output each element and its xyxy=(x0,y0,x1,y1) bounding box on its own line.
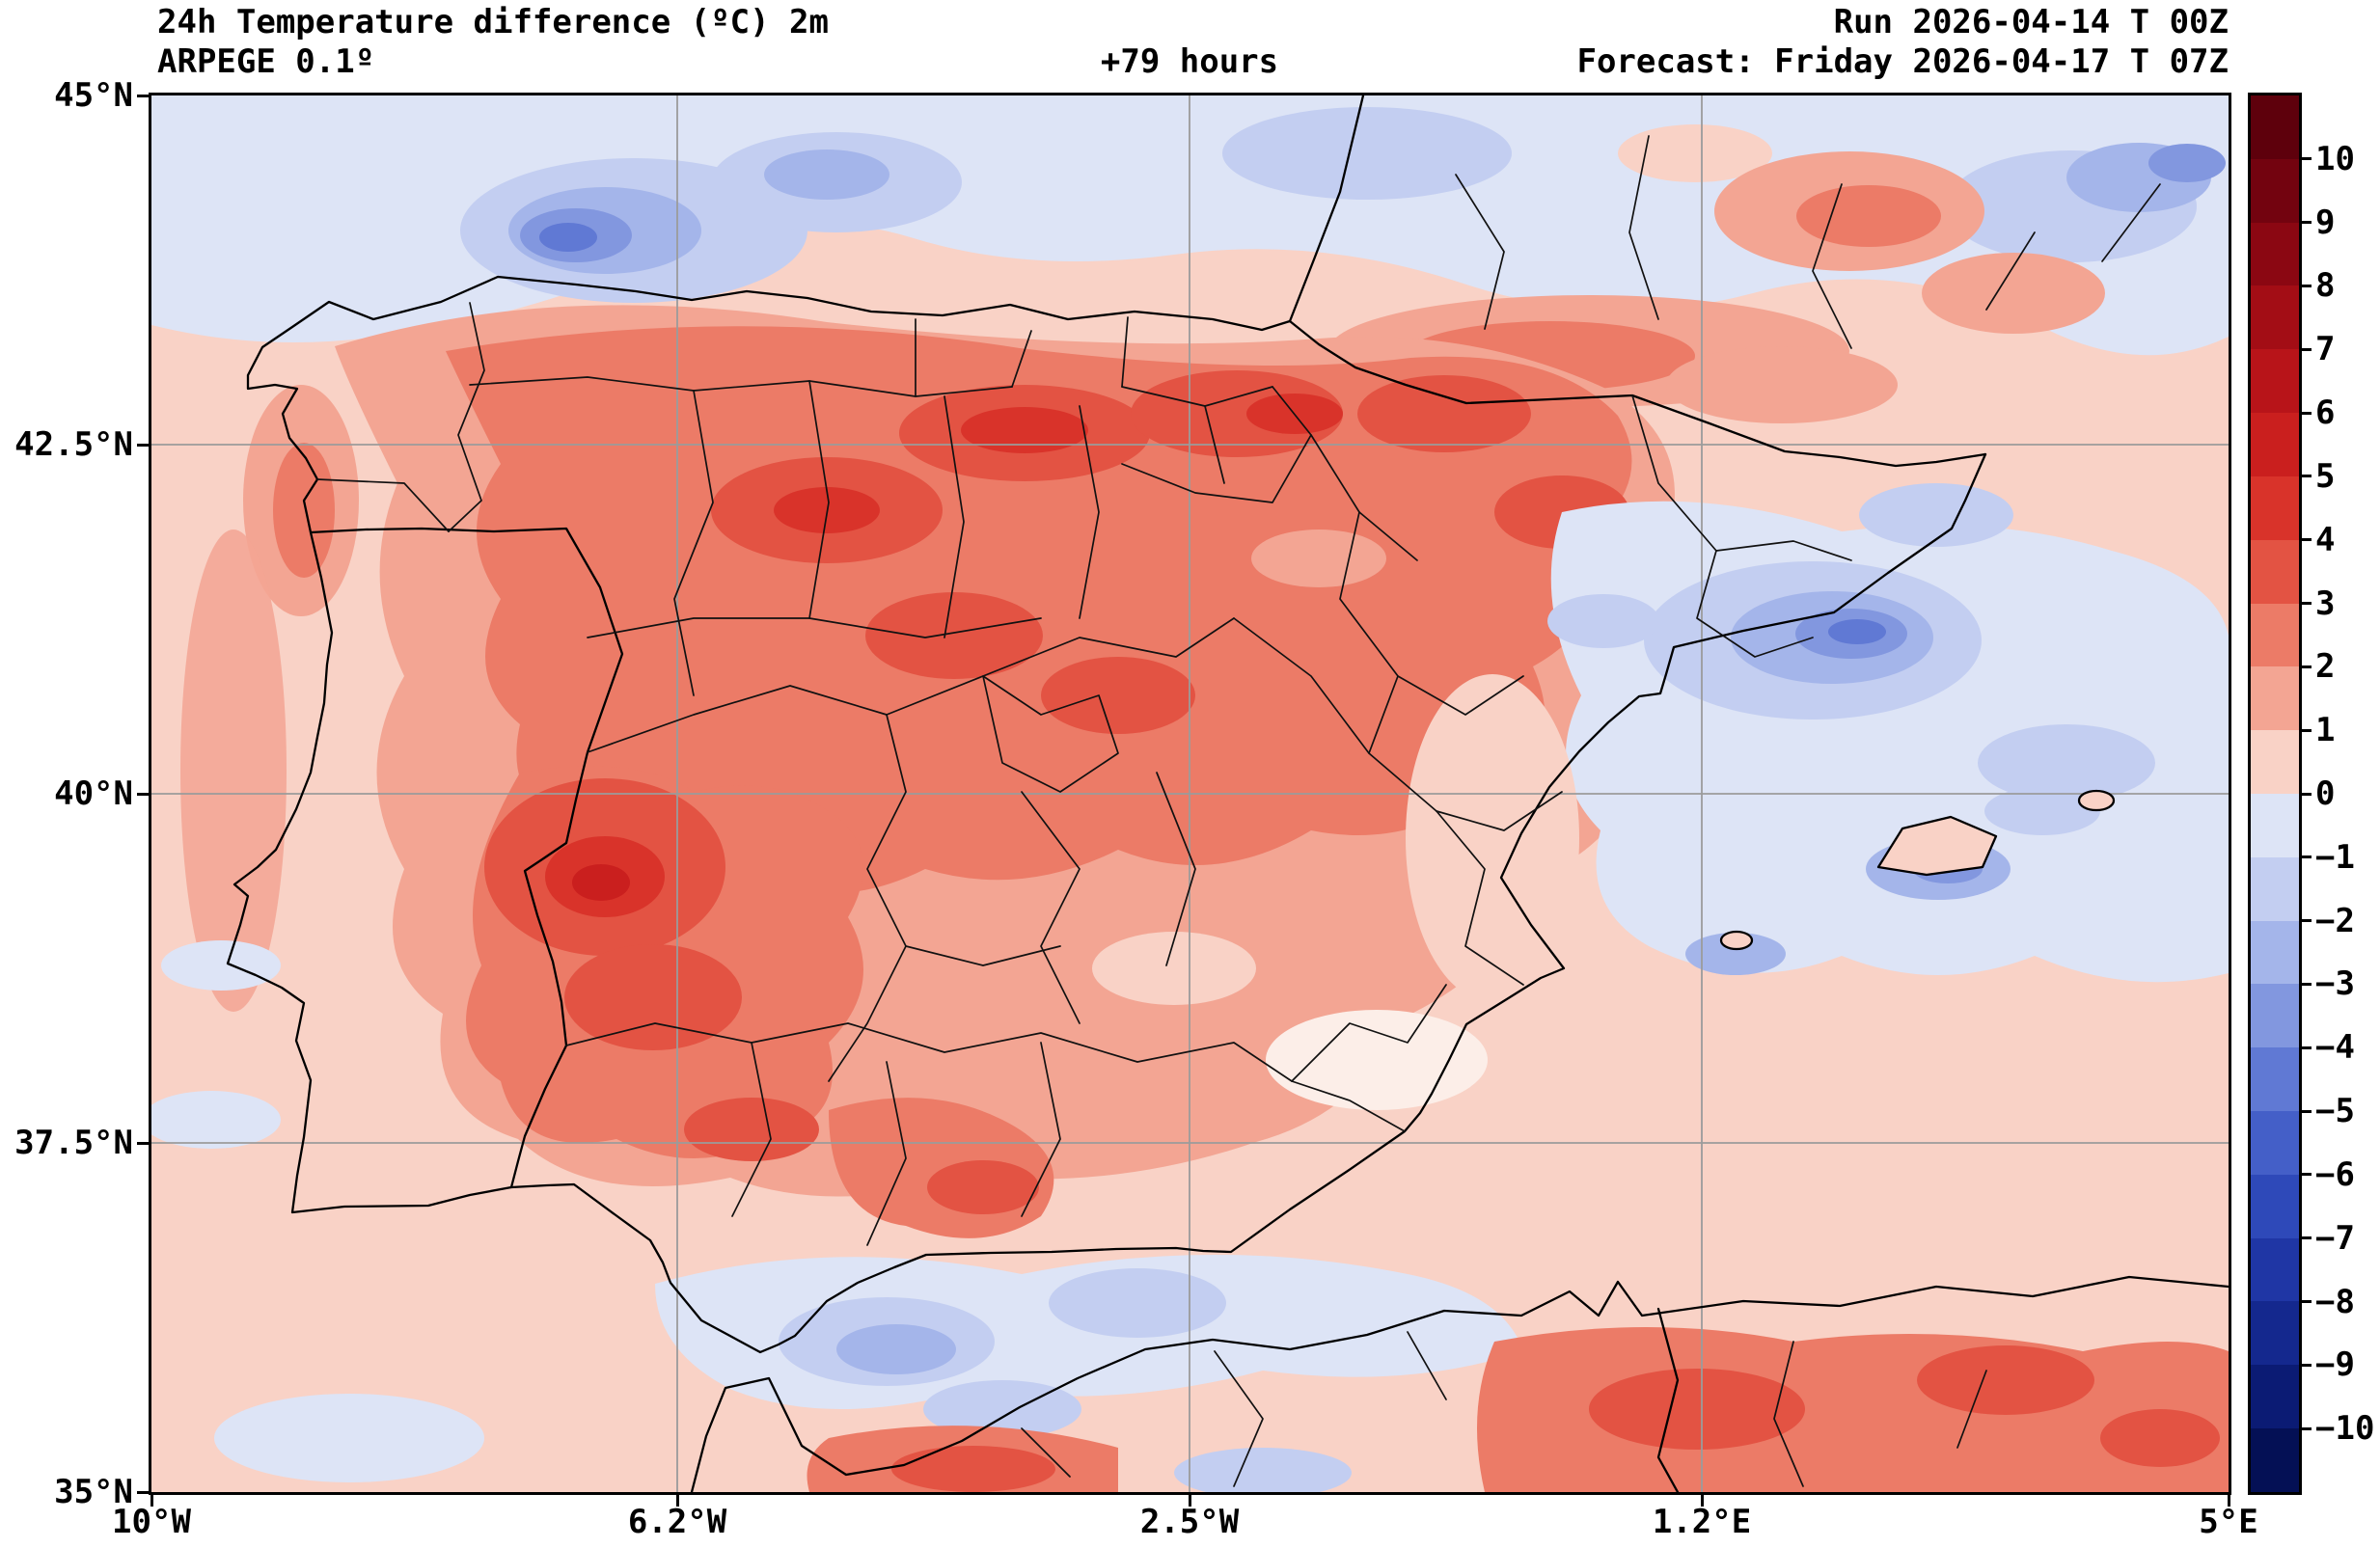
colorbar-tick-mark xyxy=(2302,1300,2312,1304)
colorbar-segment xyxy=(2251,349,2299,414)
colorbar-tick-mark xyxy=(2302,157,2312,161)
colorbar-tick-mark xyxy=(2302,1236,2312,1240)
colorbar-tick-mark xyxy=(2302,728,2312,732)
colorbar-tick-label: −10 xyxy=(2315,1409,2375,1449)
y-tick-mark xyxy=(137,443,149,447)
colorbar-tick-label: 4 xyxy=(2315,520,2336,559)
forecast-label: Forecast: Friday 2026-04-17 T 07Z xyxy=(1576,42,2229,81)
plot-title: 24h Temperature difference (ºC) 2m xyxy=(157,3,829,41)
colorbar-tick-label: −7 xyxy=(2315,1218,2355,1258)
x-tick-label: 1.2°E xyxy=(1652,1503,1752,1541)
x-tick-label: 6.2°W xyxy=(627,1503,727,1541)
colorbar-tick-label: 1 xyxy=(2315,711,2336,750)
colorbar-tick-mark xyxy=(2302,982,2312,986)
colorbar-tick-mark xyxy=(2302,538,2312,542)
colorbar-tick-mark xyxy=(2302,665,2312,668)
colorbar-segment xyxy=(2251,984,2299,1048)
colorbar-tick-mark xyxy=(2302,221,2312,225)
model-label: ARPEGE 0.1º xyxy=(157,42,375,81)
x-tick-mark xyxy=(1700,1495,1704,1507)
grid-lines xyxy=(151,95,2229,1492)
x-tick-mark xyxy=(1188,1495,1191,1507)
colorbar-tick-mark xyxy=(2302,919,2312,923)
y-tick-label: 40°N xyxy=(54,774,133,813)
x-tick-mark xyxy=(675,1495,679,1507)
colorbar-segment xyxy=(2251,413,2299,476)
colorbar-segment xyxy=(2251,222,2299,286)
colorbar-tick-label: −6 xyxy=(2315,1154,2355,1194)
colorbar-tick-label: −9 xyxy=(2315,1345,2355,1385)
colorbar-tick-label: 3 xyxy=(2315,584,2336,623)
colorbar-tick-label: 5 xyxy=(2315,456,2336,496)
colorbar-segment xyxy=(2251,1047,2299,1111)
colorbar-tick-mark xyxy=(2302,347,2312,351)
colorbar-tick-label: −1 xyxy=(2315,837,2355,877)
colorbar-tick-label: 0 xyxy=(2315,774,2336,813)
map-canvas xyxy=(151,95,2229,1492)
colorbar-segments xyxy=(2251,95,2299,1492)
colorbar-segment xyxy=(2251,603,2299,667)
colorbar-tick-label: −8 xyxy=(2315,1282,2355,1321)
colorbar-tick-label: 2 xyxy=(2315,647,2336,687)
colorbar-tick-label: 6 xyxy=(2315,394,2336,433)
colorbar-segment xyxy=(2251,1237,2299,1302)
map-plot-area xyxy=(149,93,2231,1495)
colorbar-tick-label: 7 xyxy=(2315,330,2336,369)
colorbar-tick-mark xyxy=(2302,1426,2312,1430)
colorbar-tick-mark xyxy=(2302,1046,2312,1049)
y-tick-mark xyxy=(137,1141,149,1145)
colorbar-segment xyxy=(2251,730,2299,794)
colorbar-segment xyxy=(2251,95,2299,159)
colorbar-tick-label: 8 xyxy=(2315,266,2336,306)
x-tick-label: 2.5°W xyxy=(1139,1503,1240,1541)
colorbar-tick-mark xyxy=(2302,1109,2312,1113)
colorbar-tick-mark xyxy=(2302,284,2312,287)
colorbar-tick-mark xyxy=(2302,1363,2312,1367)
y-tick-label: 42.5°N xyxy=(14,425,133,464)
colorbar-segment xyxy=(2251,920,2299,985)
colorbar-tick-mark xyxy=(2302,1173,2312,1177)
colorbar-segment xyxy=(2251,856,2299,921)
run-label: Run 2026-04-14 T 00Z xyxy=(1833,3,2229,41)
colorbar-segment xyxy=(2251,666,2299,731)
y-tick-mark xyxy=(137,1490,149,1494)
colorbar-segment xyxy=(2251,475,2299,540)
colorbar xyxy=(2248,93,2302,1495)
colorbar-segment xyxy=(2251,1365,2299,1429)
colorbar-tick-mark xyxy=(2302,602,2312,606)
y-tick-mark xyxy=(137,792,149,796)
x-tick-label: 10°W xyxy=(112,1503,191,1541)
colorbar-tick-label: −2 xyxy=(2315,901,2355,940)
colorbar-tick-mark xyxy=(2302,792,2312,796)
colorbar-segment xyxy=(2251,793,2299,857)
x-tick-label: 5°E xyxy=(2199,1503,2258,1541)
y-tick-mark xyxy=(137,94,149,97)
colorbar-tick-label: −3 xyxy=(2315,964,2355,1004)
coastline-borders xyxy=(226,95,2229,1492)
x-tick-mark xyxy=(2227,1495,2230,1507)
colorbar-tick-label: −5 xyxy=(2315,1092,2355,1131)
colorbar-tick-mark xyxy=(2302,855,2312,859)
colorbar-tick-label: 9 xyxy=(2315,203,2336,242)
colorbar-segment xyxy=(2251,285,2299,350)
colorbar-tick-mark xyxy=(2302,475,2312,478)
colorbar-segment xyxy=(2251,1428,2299,1492)
y-tick-label: 35°N xyxy=(54,1473,133,1511)
colorbar-segment xyxy=(2251,539,2299,604)
y-tick-label: 37.5°N xyxy=(14,1124,133,1162)
colorbar-tick-label: 10 xyxy=(2315,139,2355,178)
x-tick-mark xyxy=(150,1495,153,1507)
colorbar-segment xyxy=(2251,1301,2299,1366)
lead-time-label: +79 hours xyxy=(1100,42,1279,81)
y-tick-label: 45°N xyxy=(54,76,133,115)
colorbar-segment xyxy=(2251,1174,2299,1238)
colorbar-segment xyxy=(2251,1111,2299,1175)
colorbar-tick-label: −4 xyxy=(2315,1028,2355,1068)
colorbar-segment xyxy=(2251,158,2299,223)
colorbar-tick-mark xyxy=(2302,411,2312,415)
province-boundaries xyxy=(316,135,2161,1487)
